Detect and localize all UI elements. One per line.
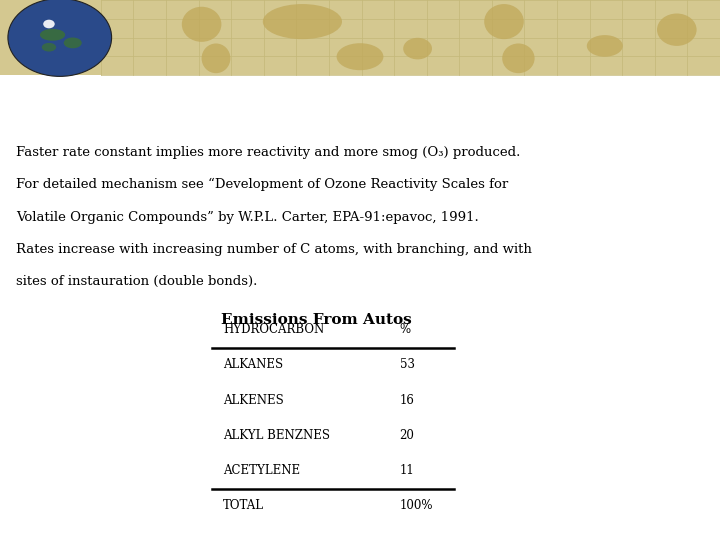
Text: TOTAL: TOTAL: [223, 499, 264, 512]
Text: ALKENES: ALKENES: [223, 394, 284, 407]
Ellipse shape: [263, 4, 342, 39]
Text: 53: 53: [400, 359, 415, 372]
Ellipse shape: [403, 38, 432, 59]
Text: sites of instauration (double bonds).: sites of instauration (double bonds).: [16, 275, 257, 288]
Text: ACETYLENE: ACETYLENE: [223, 464, 300, 477]
Ellipse shape: [40, 29, 66, 40]
Ellipse shape: [181, 7, 222, 42]
Ellipse shape: [42, 43, 56, 51]
Text: 100%: 100%: [400, 499, 433, 512]
Ellipse shape: [657, 14, 696, 46]
Ellipse shape: [202, 43, 230, 73]
Text: %: %: [400, 323, 410, 336]
Text: HYDROCARBON: HYDROCARBON: [223, 323, 325, 336]
Text: ALKYL BENZNES: ALKYL BENZNES: [223, 429, 330, 442]
Bar: [0, 0, 720, 75]
Text: 11: 11: [400, 464, 414, 477]
Ellipse shape: [503, 43, 534, 73]
Ellipse shape: [63, 37, 82, 48]
Text: 20: 20: [400, 429, 415, 442]
Text: Faster rate constant implies more reactivity and more smog (O₃) produced.: Faster rate constant implies more reacti…: [16, 146, 521, 159]
Text: Volatile Organic Compounds” by W.P.L. Carter, EPA-91:epavoc, 1991.: Volatile Organic Compounds” by W.P.L. Ca…: [16, 211, 479, 224]
Text: Emissions From Autos: Emissions From Autos: [222, 313, 412, 327]
Text: 16: 16: [400, 394, 415, 407]
Text: ALKANES: ALKANES: [223, 359, 284, 372]
Ellipse shape: [587, 35, 623, 57]
Ellipse shape: [484, 4, 523, 39]
Circle shape: [8, 0, 112, 76]
Text: For detailed mechanism see “Development of Ozone Reactivity Scales for: For detailed mechanism see “Development …: [16, 178, 508, 192]
Circle shape: [43, 19, 55, 28]
Ellipse shape: [337, 43, 384, 70]
Text: Rates increase with increasing number of C atoms, with branching, and with: Rates increase with increasing number of…: [16, 243, 531, 256]
